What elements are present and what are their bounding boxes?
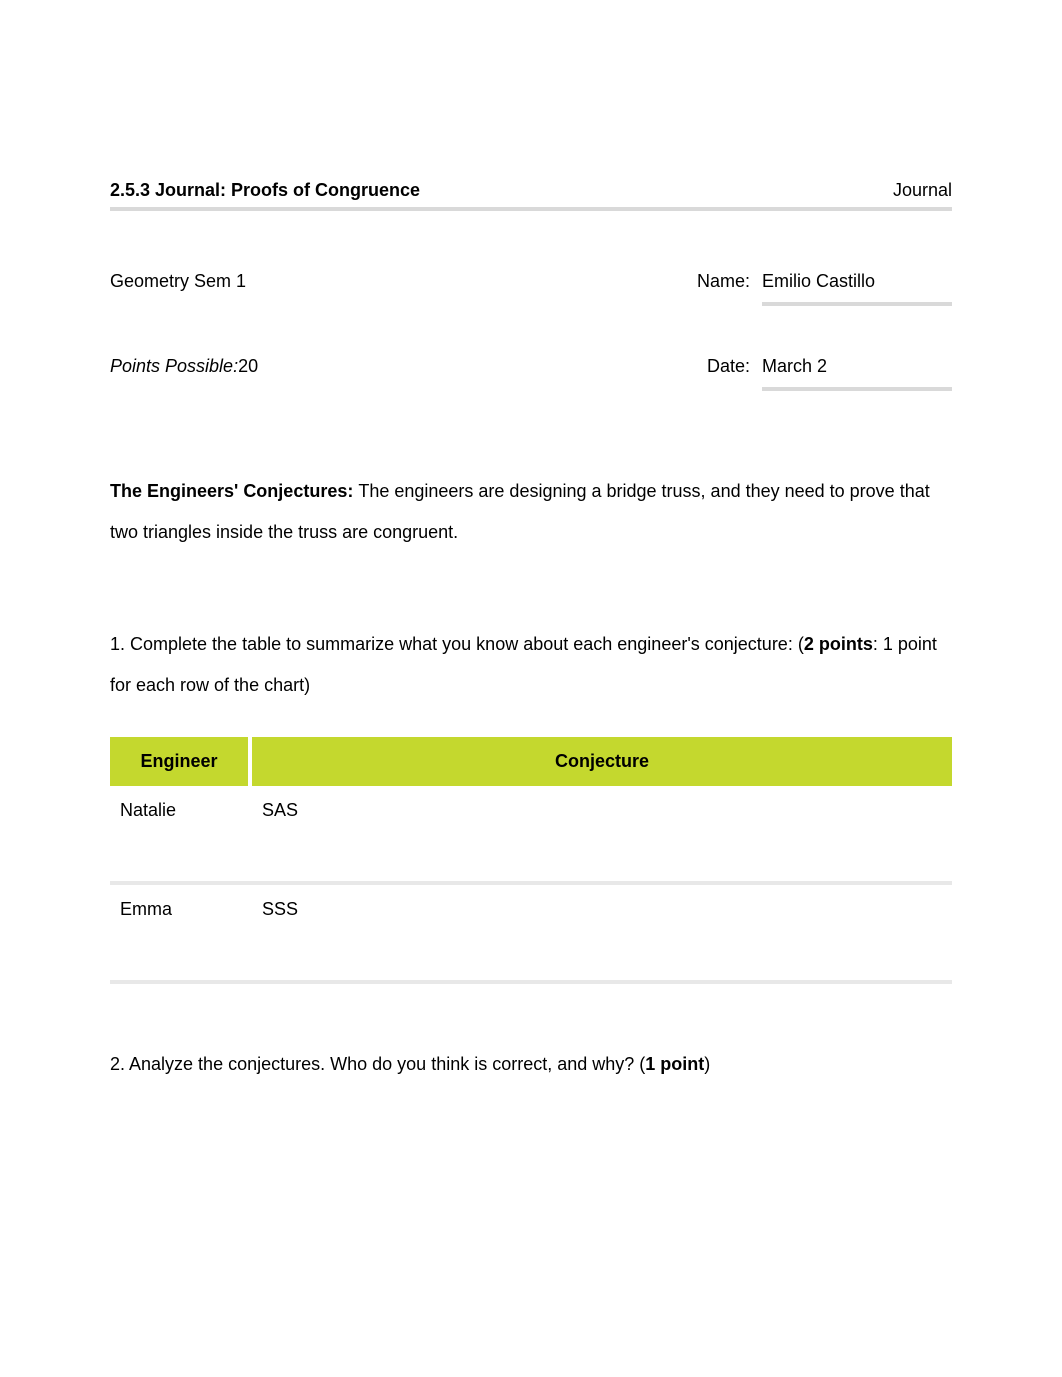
conjecture-table: Engineer Conjecture Natalie SAS Emma SSS bbox=[110, 737, 952, 980]
course-name: Geometry Sem 1 bbox=[110, 271, 246, 292]
cell-conjecture: SAS bbox=[250, 786, 952, 883]
conjecture-table-wrap: Engineer Conjecture Natalie SAS Emma SSS bbox=[110, 737, 952, 984]
q2-prefix: 2. Analyze the conjectures. Who do you t… bbox=[110, 1054, 645, 1074]
intro-paragraph: The Engineers' Conjectures: The engineer… bbox=[110, 471, 952, 554]
assignment-title: 2.5.3 Journal: Proofs of Congruence bbox=[110, 180, 420, 201]
name-field: Name: Emilio Castillo bbox=[697, 271, 952, 306]
info-section: Geometry Sem 1 Name: Emilio Castillo Poi… bbox=[110, 271, 952, 391]
document-page: 2.5.3 Journal: Proofs of Congruence Jour… bbox=[0, 0, 1062, 1215]
table-row: Natalie SAS bbox=[110, 786, 952, 883]
date-label: Date: bbox=[707, 356, 750, 377]
points-possible: Points Possible:20 bbox=[110, 356, 258, 377]
points-value: 20 bbox=[238, 356, 258, 376]
points-label: Points Possible: bbox=[110, 356, 238, 376]
assignment-type: Journal bbox=[893, 180, 952, 201]
table-row: Emma SSS bbox=[110, 883, 952, 980]
info-row-2: Points Possible:20 Date: March 2 bbox=[110, 356, 952, 391]
q1-prefix: 1. Complete the table to summarize what … bbox=[110, 634, 804, 654]
q2-suffix: ) bbox=[704, 1054, 710, 1074]
cell-engineer: Natalie bbox=[110, 786, 250, 883]
table-header-row: Engineer Conjecture bbox=[110, 737, 952, 786]
date-value: March 2 bbox=[762, 356, 952, 391]
question-1: 1. Complete the table to summarize what … bbox=[110, 624, 952, 707]
header-bar: 2.5.3 Journal: Proofs of Congruence Jour… bbox=[110, 180, 952, 211]
cell-conjecture: SSS bbox=[250, 883, 952, 980]
info-row-1: Geometry Sem 1 Name: Emilio Castillo bbox=[110, 271, 952, 306]
th-engineer: Engineer bbox=[110, 737, 250, 786]
name-value: Emilio Castillo bbox=[762, 271, 952, 306]
intro-lead: The Engineers' Conjectures: bbox=[110, 481, 358, 501]
q1-points: 2 points bbox=[804, 634, 873, 654]
q2-points: 1 point bbox=[645, 1054, 704, 1074]
name-label: Name: bbox=[697, 271, 750, 292]
cell-engineer: Emma bbox=[110, 883, 250, 980]
date-field: Date: March 2 bbox=[707, 356, 952, 391]
th-conjecture: Conjecture bbox=[250, 737, 952, 786]
question-2: 2. Analyze the conjectures. Who do you t… bbox=[110, 1044, 952, 1085]
